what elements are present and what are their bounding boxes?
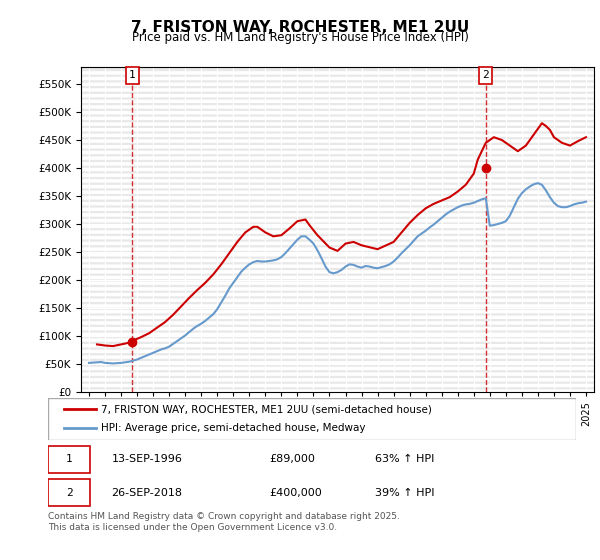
Text: 39% ↑ HPI: 39% ↑ HPI xyxy=(376,488,435,498)
Text: 7, FRISTON WAY, ROCHESTER, ME1 2UU: 7, FRISTON WAY, ROCHESTER, ME1 2UU xyxy=(131,20,469,35)
Text: £89,000: £89,000 xyxy=(270,454,316,464)
Text: £400,000: £400,000 xyxy=(270,488,323,498)
Text: 13-SEP-1996: 13-SEP-1996 xyxy=(112,454,182,464)
Text: 2: 2 xyxy=(66,488,73,498)
Bar xyxy=(48,446,90,473)
Text: Contains HM Land Registry data © Crown copyright and database right 2025.
This d: Contains HM Land Registry data © Crown c… xyxy=(48,512,400,532)
Text: 63% ↑ HPI: 63% ↑ HPI xyxy=(376,454,435,464)
Bar xyxy=(48,479,90,506)
Text: 1: 1 xyxy=(129,71,136,80)
Text: HPI: Average price, semi-detached house, Medway: HPI: Average price, semi-detached house,… xyxy=(101,423,365,433)
Text: 1: 1 xyxy=(66,454,73,464)
Text: 26-SEP-2018: 26-SEP-2018 xyxy=(112,488,182,498)
Text: 7, FRISTON WAY, ROCHESTER, ME1 2UU (semi-detached house): 7, FRISTON WAY, ROCHESTER, ME1 2UU (semi… xyxy=(101,404,431,414)
Text: 2: 2 xyxy=(482,71,489,80)
Text: Price paid vs. HM Land Registry's House Price Index (HPI): Price paid vs. HM Land Registry's House … xyxy=(131,31,469,44)
